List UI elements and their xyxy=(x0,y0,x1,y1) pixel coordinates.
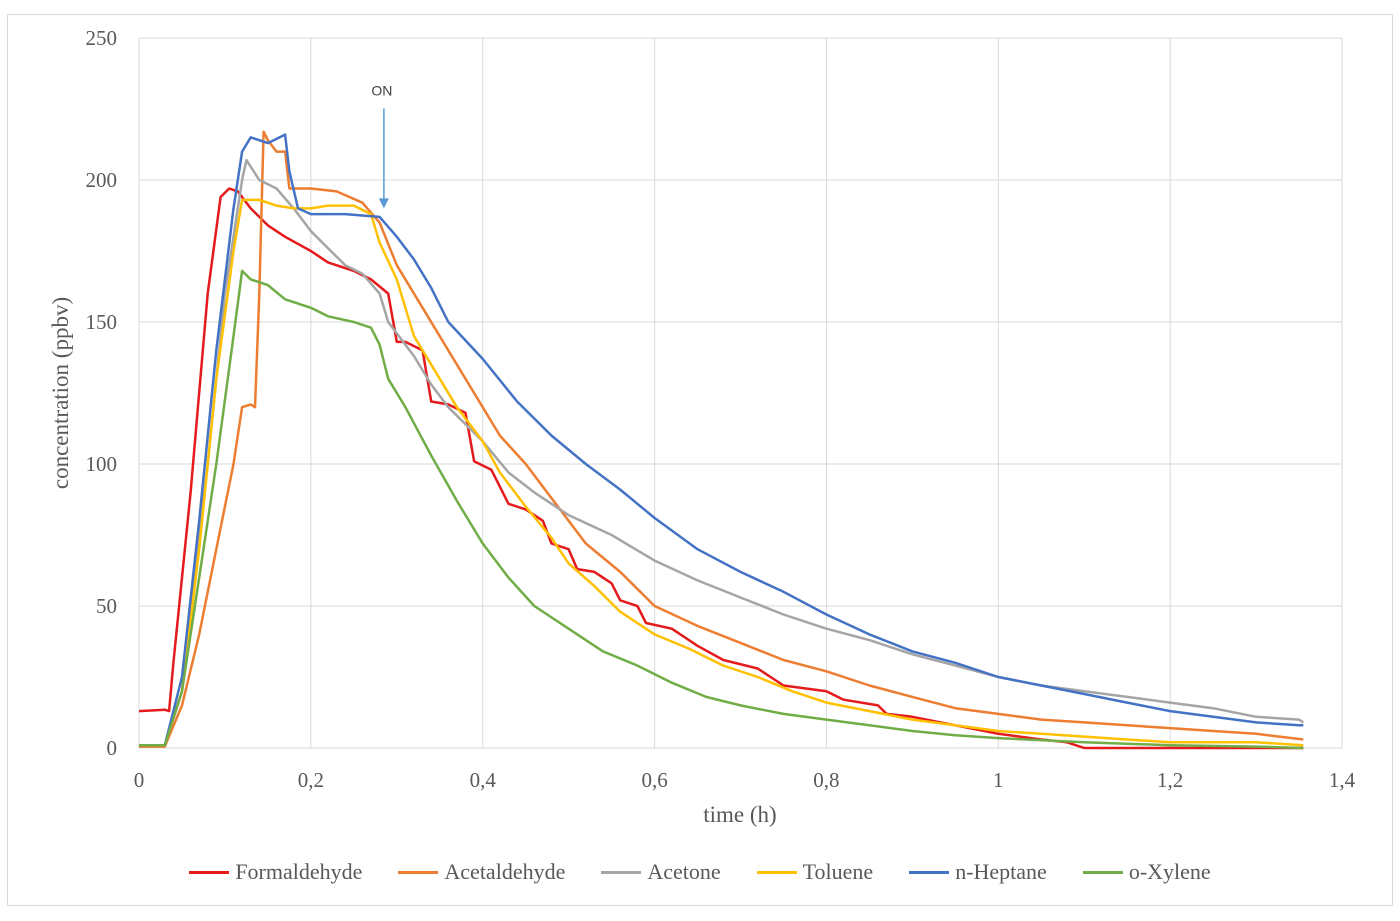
series-line-o-xylene xyxy=(139,269,1304,750)
annotations: ON xyxy=(371,82,392,209)
x-tick-label: 1,4 xyxy=(1329,768,1356,792)
y-tick-label: 50 xyxy=(96,594,117,618)
legend: Formaldehyde Acetaldehyde Acetone Toluene n-… xyxy=(0,855,1400,889)
series-lines xyxy=(138,130,1304,750)
legend-swatch xyxy=(909,870,950,874)
legend-swatch xyxy=(1082,870,1123,874)
y-tick-label: 100 xyxy=(86,452,118,476)
annotation-arrow-head xyxy=(378,198,389,209)
series-line-acetaldehyde xyxy=(139,130,1304,748)
legend-label: Formaldehyde xyxy=(235,859,363,884)
x-tick-label: 0,4 xyxy=(470,768,497,792)
y-tick-label: 150 xyxy=(86,310,118,334)
y-tick-label: 250 xyxy=(86,26,118,50)
x-tick-label: 1,2 xyxy=(1157,768,1183,792)
x-tick-label: 0,6 xyxy=(641,768,667,792)
gridlines xyxy=(138,37,1343,749)
series-line-toluene xyxy=(139,198,1304,747)
legend-swatch xyxy=(601,870,642,874)
x-axis-label: time (h) xyxy=(703,802,776,827)
legend-label: Toluene xyxy=(802,859,874,884)
annotation-label: ON xyxy=(371,82,392,98)
y-tick-label: 200 xyxy=(86,168,118,192)
legend-swatch xyxy=(398,870,439,874)
x-tick-labels: 0 0,2 0,4 0,6 0,8 1 1,2 1,4 xyxy=(134,768,1356,792)
legend-item-o-xylene: o-Xylene xyxy=(1082,859,1211,885)
legend-label: Acetone xyxy=(647,859,721,884)
legend-label: Acetaldehyde xyxy=(444,859,566,884)
legend-item-toluene: Toluene xyxy=(756,859,874,885)
y-axis-label: concentration (ppbv) xyxy=(48,297,73,489)
legend-label: o-Xylene xyxy=(1128,859,1211,884)
x-tick-label: 0 xyxy=(134,768,145,792)
legend-swatch xyxy=(756,870,797,874)
legend-swatch xyxy=(189,870,230,874)
y-tick-labels: 0 50 100 150 200 250 xyxy=(86,26,118,760)
series-line-n-heptane xyxy=(139,133,1304,747)
legend-item-n-heptane: n-Heptane xyxy=(909,859,1047,885)
legend-item-formaldehyde: Formaldehyde xyxy=(189,859,362,885)
y-tick-label: 0 xyxy=(107,736,118,760)
legend-item-acetone: Acetone xyxy=(601,859,721,885)
legend-label: n-Heptane xyxy=(955,859,1047,884)
x-tick-label: 1 xyxy=(993,768,1004,792)
x-tick-label: 0,2 xyxy=(298,768,324,792)
legend-item-acetaldehyde: Acetaldehyde xyxy=(398,859,565,885)
x-tick-label: 0,8 xyxy=(813,768,839,792)
chart-frame xyxy=(7,14,1393,906)
